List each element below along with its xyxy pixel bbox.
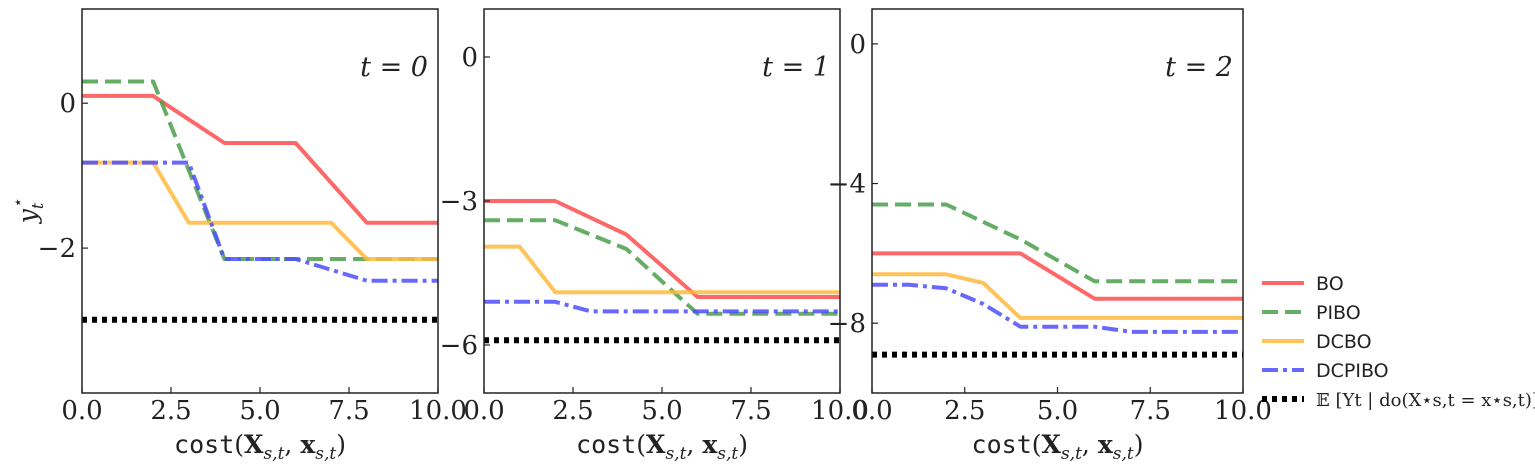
x-tick-label: 0.0 [61,396,102,426]
series-line-bo [82,93,438,225]
panel-title: t = 2 [1165,52,1233,83]
x-axis-label: cost(Xs,t, xs,t) [576,430,748,464]
x-tick-label: 5.0 [1037,396,1078,426]
series-line-pibo [82,79,438,261]
x-axis-label: cost(Xs,t, xs,t) [972,430,1144,464]
series-line-pibo [484,218,840,316]
x-tick-label: 2.5 [944,396,985,426]
legend-label: PIBO [1316,302,1361,324]
x-tick-label: 7.5 [730,396,771,426]
x-axis-label: cost(Xs,t, xs,t) [174,430,346,464]
panel-t0: 0.0 2.5 5.0 7.5 10.0 0 −2 t = 0 cost(Xs,t, xs,t)… [8,8,467,464]
x-tick-label: 7.5 [328,396,369,426]
panel-title: t = 0 [360,52,428,83]
series-line-dcbo [484,244,840,295]
y-tick-label: −4 [828,170,866,200]
legend-entry: DCPIBO [1262,360,1389,382]
series-line-dcpibo [82,160,438,283]
y-tick-label: −6 [440,331,478,361]
legend-entry: 𝔼 [Yt | do(X⋆s,t = x⋆s,t)] [1262,390,1535,411]
x-tick-label: 2.5 [150,396,191,426]
legend: BO PIBO DCBO DCPIBO 𝔼 [Yt | do(X⋆s,t = x⋆s,t… [1262,273,1535,411]
panel-title: t = 1 [762,52,830,83]
y-tick-label: −8 [828,309,866,339]
x-tick-label: 10.0 [409,396,467,426]
panel-t1: 0.0 2.5 5.0 7.5 10.0 0 −3 −6 t = 1 cost(Xs,t, xs,… [440,8,869,464]
legend-label: BO [1316,273,1344,295]
series-line-pibo [872,202,1243,284]
series-line-bo [484,199,840,299]
x-tick-label: 2.5 [552,396,593,426]
series-line-bo [872,251,1243,301]
panels: 0.0 2.5 5.0 7.5 10.0 0 −2 t = 0 cost(Xs,t, xs,t)… [8,8,1272,464]
y-tick-label: 0 [59,89,76,119]
legend-entry: PIBO [1262,302,1361,324]
x-tick-label: 0.0 [463,396,504,426]
y-tick-label: 0 [849,30,866,60]
x-tick-label: 5.0 [239,396,280,426]
legend-label: 𝔼 [Yt | do(X⋆s,t = x⋆s,t)] [1316,390,1535,411]
legend-label: DCPIBO [1316,360,1389,382]
x-tick-label: 7.5 [1130,396,1171,426]
legend-entry: BO [1262,273,1344,295]
x-tick-label: 5.0 [641,396,682,426]
y-axis-label: yt⋆ [8,199,47,225]
legend-label: DCBO [1316,331,1372,353]
y-tick-label: −3 [440,187,478,217]
y-tick-label: −2 [38,234,76,264]
y-tick-label: 0 [461,43,478,73]
x-tick-label: 0.0 [851,396,892,426]
series-line-dcpibo [872,282,1243,334]
legend-entry: DCBO [1262,331,1372,353]
series-line-dcpibo [484,299,840,314]
series-line-dcbo [82,160,438,261]
series-line-dcbo [872,272,1243,320]
x-tick-label: 10.0 [811,396,869,426]
